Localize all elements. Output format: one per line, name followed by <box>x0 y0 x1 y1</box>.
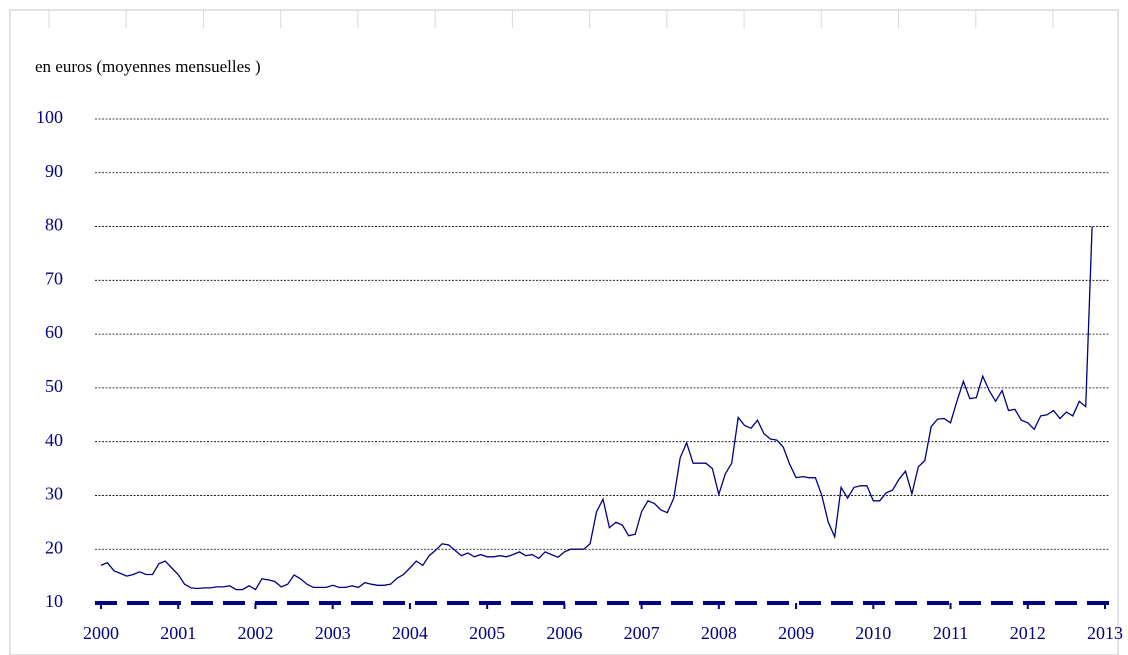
y-tick-label: 70 <box>45 268 63 288</box>
y-tick-label: 10 <box>45 591 63 611</box>
x-tick-label: 2009 <box>778 623 814 643</box>
x-tick-label: 2011 <box>933 623 968 643</box>
y-tick-label: 90 <box>45 161 63 181</box>
y-tick-label: 50 <box>45 376 63 396</box>
frame <box>9 9 1119 655</box>
x-tick-label: 2010 <box>855 623 891 643</box>
y-tick-label: 40 <box>45 430 63 450</box>
x-tick-label: 2006 <box>546 623 582 643</box>
y-tick-label: 60 <box>45 322 63 342</box>
x-tick-label: 2008 <box>701 623 737 643</box>
y-tick-label: 30 <box>45 484 63 504</box>
x-tick-label: 2012 <box>1010 623 1046 643</box>
x-tick-label: 2003 <box>315 623 351 643</box>
x-tick-label: 2007 <box>624 623 660 643</box>
x-tick-label: 2004 <box>392 623 428 643</box>
x-tick-label: 2005 <box>469 623 505 643</box>
x-tick-label: 2013 <box>1087 623 1123 643</box>
y-tick-label: 20 <box>45 537 63 557</box>
chart-subtitle: en euros (moyennes mensuelles ) <box>35 57 261 76</box>
y-tick-label: 100 <box>36 107 63 127</box>
x-tick-label: 2002 <box>237 623 273 643</box>
x-tick-label: 2000 <box>83 623 119 643</box>
y-tick-label: 80 <box>45 215 63 235</box>
x-tick-label: 2001 <box>160 623 196 643</box>
price-line <box>100 226 1093 591</box>
